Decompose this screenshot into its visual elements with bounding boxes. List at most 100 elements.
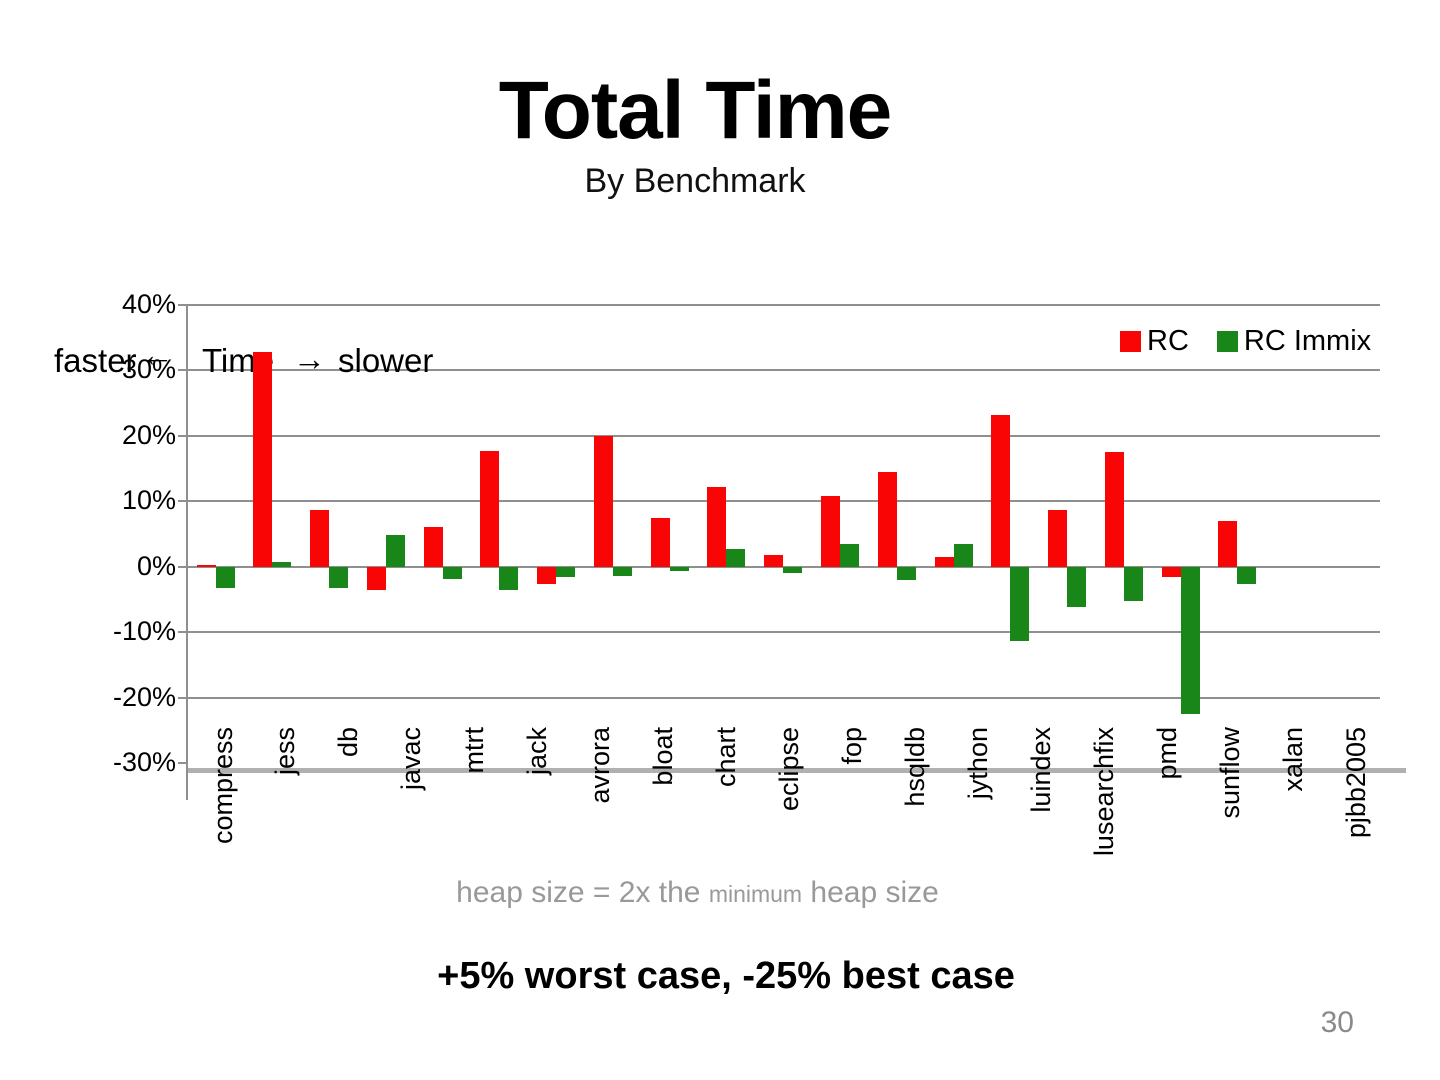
bar-rc-eclipse [707,487,727,567]
rc-immix-legend-swatch-icon [1216,331,1238,352]
bar-rc-immix-pmd [1067,566,1087,608]
bar-rc-pmd [1048,509,1068,567]
bar-rc-pjbb2005 [1218,520,1238,567]
bar-rc-mtrt [423,527,443,567]
rc-legend-label: RC [1147,325,1189,357]
bar-rc-immix-avrora [556,566,576,577]
y-tick-label-0: 0% [136,550,176,581]
rc-legend-swatch-icon [1120,331,1141,352]
bar-rc-immix-fop [783,566,803,574]
gridline-20 [188,434,1380,437]
bar-rc-immix-jack [499,566,519,590]
bar-rc-immix-hsqldb [839,544,859,567]
caption-text-end: heap size [802,876,939,909]
bar-rc-compress [196,564,216,567]
bar-rc-immix-luindex [953,543,973,567]
bar-rc-immix-chart [669,566,689,571]
caption-minimum-text: minimum [708,881,803,907]
slide-title: Total Time [498,65,892,156]
x-label-chart: chart [711,727,742,788]
bar-rc-fop [764,554,784,567]
gridline-10 [188,500,1380,503]
y-tick-label-40: 40% [121,288,176,319]
bar-rc-bloat [593,435,613,567]
x-label-pmd: pmd [1151,727,1182,780]
y-tick--10 [178,631,187,634]
y-tick-40 [178,303,187,306]
bar-rc-chart [650,517,670,567]
x-label-jython: jython [963,727,994,800]
y-tick-0 [178,565,187,568]
caption-text: heap size = 2x the [456,876,709,909]
x-axis-line [188,768,1406,773]
x-label-pjbb2005: pjbb2005 [1340,727,1371,839]
x-label-eclipse: eclipse [774,727,805,812]
y-axis-line [186,304,188,800]
y-tick-10 [178,500,187,503]
x-label-fop: fop [837,727,868,765]
bar-rc-hsqldb [820,495,840,567]
bar-rc-immix-jython [896,566,916,580]
y-tick-30 [178,369,187,372]
bar-rc-sunflow [1104,452,1124,567]
x-label-compress: compress [207,727,238,845]
bar-rc-lusearchfix [991,414,1011,567]
gridline-30 [188,369,1380,372]
page-number: 30 [1320,1006,1354,1039]
x-label-lusearchfix: lusearchfix [1088,727,1119,857]
x-label-sunflow: sunflow [1214,727,1245,819]
bar-rc-javac [366,566,386,590]
bar-rc-immix-eclipse [726,549,746,567]
bar-rc-xalan [1161,566,1181,577]
bar-rc-immix-xalan [1180,566,1200,715]
y-tick-label--30: -30% [112,747,176,778]
bar-rc-immix-javac [385,534,405,567]
bar-rc-immix-mtrt [442,566,462,580]
y-tick-20 [178,434,187,437]
x-label-hsqldb: hsqldb [900,727,931,807]
y-tick--20 [178,696,187,699]
bar-rc-avrora [537,566,557,585]
x-label-mtrt: mtrt [459,727,490,774]
y-tick-label-20: 20% [121,419,176,450]
bar-rc-immix-lusearchfix [1010,566,1030,641]
faster-label: faster [54,342,137,379]
bar-rc-immix-jess [272,562,292,567]
y-tick-label-30: 30% [121,354,176,385]
bar-rc-immix-db [329,566,349,588]
slide-subtitle: By Benchmark [584,162,806,200]
bar-rc-immix-compress [215,566,235,588]
chart-legend: RC RC Immix [1120,325,1371,358]
x-label-xalan: xalan [1277,727,1308,792]
bar-rc-immix-pjbb2005 [1237,566,1257,584]
x-label-avrora: avrora [585,727,616,804]
y-tick-label--10: -10% [112,616,176,647]
x-label-javac: javac [396,727,427,791]
bar-rc-luindex [934,556,954,567]
y-tick--30 [178,762,187,765]
x-label-db: db [333,727,364,758]
y-tick-label-10: 10% [121,485,176,516]
x-label-jack: jack [522,727,553,776]
slower-label: slower [338,342,434,379]
right-arrow-icon: → [293,340,326,377]
x-label-luindex: luindex [1025,727,1056,813]
heap-size-caption: heap size = 2x the minimum heap size [0,876,1395,910]
bar-rc-immix-sunflow [1123,566,1143,601]
bar-rc-jack [480,451,500,567]
bar-rc-db [310,509,330,567]
x-label-bloat: bloat [648,727,679,786]
gridline-40 [188,303,1380,306]
gridline--20 [188,696,1380,699]
bar-rc-immix-bloat [612,566,632,576]
gridline--10 [188,631,1380,634]
left-arrow-icon: ← [141,336,174,373]
bar-rc-jess [253,351,273,567]
x-label-jess: jess [270,727,301,776]
rc-immix-legend-label: RC Immix [1243,325,1372,357]
y-tick-label--20: -20% [112,681,176,712]
takeaway-text: +5% worst case, -25% best case [437,955,1015,997]
bar-rc-jython [877,471,897,567]
